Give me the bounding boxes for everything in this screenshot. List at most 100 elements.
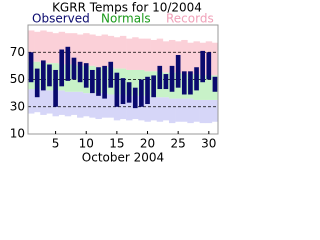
record-high-band: [70, 33, 78, 65]
record-high-band: [107, 35, 115, 68]
observed-bar: [200, 50, 206, 83]
observed-bar: [102, 65, 107, 99]
record-low-band: [46, 90, 53, 114]
observed-bar: [120, 78, 126, 105]
x-tick-label: 25: [171, 137, 186, 151]
record-low-band: [58, 90, 66, 115]
observed-bar: [132, 87, 138, 109]
normal-band: [132, 69, 139, 96]
record-low-band: [89, 93, 96, 118]
observed-bar: [169, 65, 175, 92]
y-tick-label: 50: [10, 72, 25, 86]
x-tick-label: 20: [140, 137, 155, 151]
record-high-band: [83, 33, 90, 66]
y-tick-label: 10: [10, 127, 25, 141]
legend-records: Records: [166, 12, 214, 26]
record-high-band: [34, 31, 41, 62]
record-high-band: [193, 41, 200, 75]
x-tick-label: 15: [109, 137, 124, 151]
record-low-band: [138, 95, 145, 121]
record-low-band: [34, 89, 41, 113]
y-tick-label: 30: [10, 99, 25, 113]
observed-bar: [71, 57, 77, 80]
observed-bar: [28, 52, 34, 83]
record-low-band: [107, 94, 115, 118]
record-low-band: [64, 91, 72, 117]
observed-bar: [96, 67, 101, 96]
observed-bar: [108, 61, 114, 88]
observed-bar: [206, 52, 212, 80]
record-low-band: [211, 99, 219, 122]
observed-bar: [40, 60, 46, 91]
legend-observed: Observed: [32, 12, 90, 26]
x-axis-label: October 2004: [82, 151, 164, 165]
observed-bar: [83, 63, 89, 88]
normal-band: [205, 75, 213, 100]
record-low-band: [168, 98, 176, 124]
plot-border: [27, 24, 219, 135]
record-high-band: [89, 34, 96, 66]
record-high-band: [52, 33, 59, 64]
observed-bar: [151, 75, 156, 98]
record-high-band: [58, 31, 66, 65]
record-high-band: [150, 39, 158, 72]
record-low-band: [181, 98, 188, 122]
observed-bar: [77, 61, 83, 83]
record-high-band: [126, 38, 133, 70]
record-low-band: [113, 94, 121, 121]
record-low-band: [70, 91, 78, 115]
normal-band: [199, 75, 207, 100]
record-high-band: [168, 39, 176, 73]
record-low-band: [193, 99, 200, 122]
observed-bar: [47, 64, 52, 87]
record-low-band: [162, 97, 170, 121]
record-high-band: [162, 41, 170, 73]
x-tick-label: 5: [52, 137, 60, 151]
record-high-band: [211, 42, 219, 76]
record-high-band: [144, 38, 151, 72]
record-high-band: [187, 42, 194, 75]
record-high-band: [40, 30, 47, 64]
y-tick-label: 70: [10, 45, 25, 59]
observed-bar: [163, 74, 169, 90]
legend-normals: Normals: [101, 12, 151, 26]
observed-bar: [157, 65, 163, 90]
observed-bar: [65, 46, 71, 81]
chart-title: KGRR Temps for 10/2004: [52, 1, 202, 15]
observed-bar: [188, 71, 193, 95]
record-high-band: [46, 31, 53, 64]
record-low-band: [77, 91, 84, 118]
record-low-band: [150, 97, 158, 121]
record-high-band: [138, 38, 145, 70]
observed-bar: [34, 68, 40, 98]
record-high-band: [181, 39, 188, 75]
record-low-band: [101, 93, 108, 118]
record-low-band: [187, 98, 194, 124]
record-high-band: [113, 37, 121, 69]
record-low-band: [144, 95, 151, 122]
record-low-band: [205, 99, 213, 124]
observed-bar: [59, 49, 65, 87]
observed-bar: [126, 82, 132, 103]
record-high-band: [156, 38, 164, 72]
record-low-band: [83, 93, 90, 117]
observed-bar: [145, 76, 150, 105]
record-high-band: [101, 34, 108, 68]
x-tick-label: 10: [79, 137, 94, 151]
observed-bar: [53, 69, 58, 107]
record-high-band: [95, 35, 102, 68]
record-low-band: [40, 89, 47, 115]
record-low-band: [95, 93, 102, 120]
observed-bar: [194, 67, 199, 91]
record-high-band: [77, 34, 84, 66]
x-tick-label: 30: [201, 137, 216, 151]
record-low-band: [28, 89, 35, 114]
record-high-band: [28, 30, 35, 62]
observed-bar: [139, 79, 144, 107]
record-low-band: [156, 97, 164, 122]
record-low-band: [126, 95, 133, 121]
chart: KGRR Temps for 10/2004 Observed Normals …: [10, 1, 219, 165]
observed-bar: [181, 71, 187, 95]
record-low-band: [175, 98, 182, 122]
record-low-band: [199, 99, 207, 124]
